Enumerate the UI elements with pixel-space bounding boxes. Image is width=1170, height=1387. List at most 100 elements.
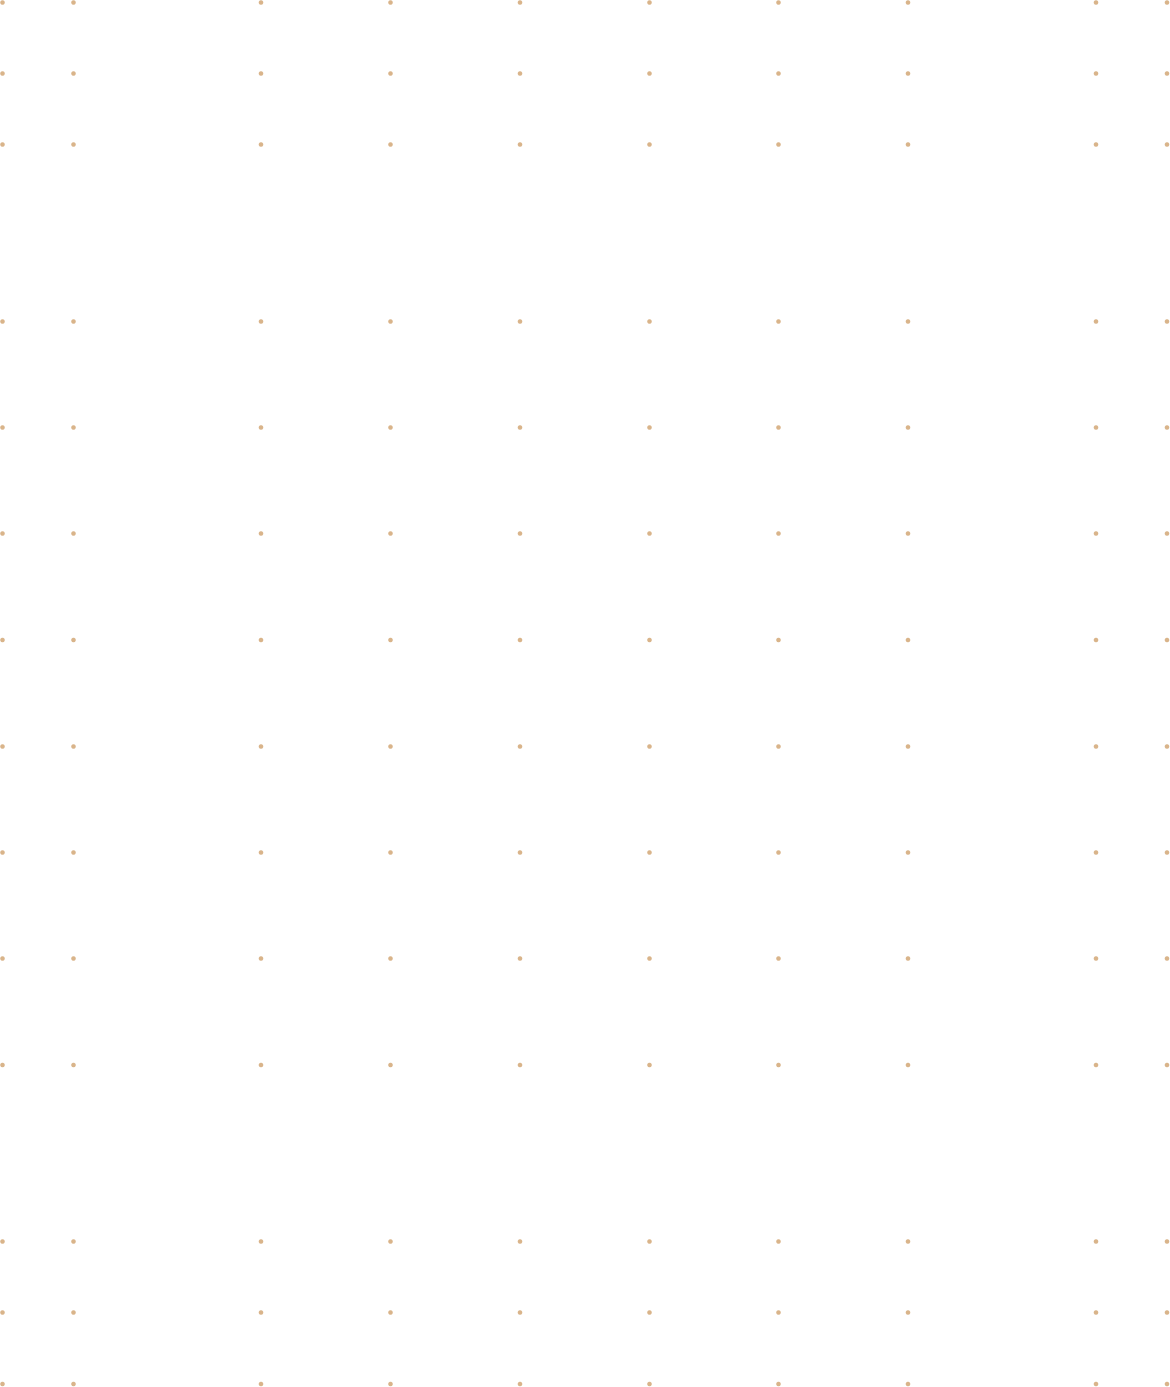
grid-dot: [517, 531, 523, 536]
grid-dot: [71, 319, 76, 324]
grid-dot: [517, 71, 523, 76]
grid-dot: [1164, 1239, 1170, 1244]
grid-dot: [258, 850, 264, 855]
grid-dot: [0, 71, 5, 76]
grid-dot: [0, 0, 5, 5]
grid-dot: [776, 425, 781, 430]
grid-dot: [647, 850, 652, 855]
grid-dot: [776, 1062, 781, 1068]
grid-dot: [258, 956, 264, 961]
grid-dot: [258, 425, 264, 430]
grid-dot: [1093, 425, 1099, 430]
grid-dot: [0, 956, 5, 961]
grid-dot: [776, 850, 781, 855]
grid-dot: [71, 956, 76, 961]
grid-dot: [388, 425, 393, 430]
grid-dot: [776, 1381, 781, 1387]
grid-dot: [388, 956, 393, 961]
grid-dot: [71, 71, 76, 76]
grid-dot: [1093, 744, 1099, 749]
grid-dot: [776, 0, 781, 5]
grid-dot: [776, 956, 781, 961]
grid-dot: [388, 1381, 393, 1387]
grid-dot: [647, 1381, 652, 1387]
grid-dot: [517, 1062, 523, 1068]
grid-dot: [1164, 319, 1170, 324]
grid-dot: [905, 531, 911, 536]
grid-dot: [0, 1062, 5, 1068]
grid-dot: [1093, 850, 1099, 855]
grid-dot: [517, 850, 523, 855]
grid-dot: [258, 637, 264, 643]
grid-dot: [0, 319, 5, 324]
grid-dot: [258, 319, 264, 324]
grid-dot: [776, 744, 781, 749]
grid-dot: [0, 744, 5, 749]
grid-dot: [388, 744, 393, 749]
grid-dot: [258, 1381, 264, 1387]
grid-dot: [388, 637, 393, 643]
grid-dot: [388, 319, 393, 324]
grid-dot: [647, 744, 652, 749]
grid-dot: [517, 637, 523, 643]
grid-dot: [647, 142, 652, 147]
grid-dot: [388, 531, 393, 536]
grid-dot: [1093, 637, 1099, 643]
grid-dot: [776, 637, 781, 643]
grid-dot: [1093, 531, 1099, 536]
grid-dot: [71, 850, 76, 855]
grid-dot: [71, 0, 76, 5]
grid-dot: [0, 142, 5, 147]
grid-dot: [905, 850, 911, 855]
grid-dot: [517, 744, 523, 749]
grid-dot: [1164, 142, 1170, 147]
grid-dot: [258, 1310, 264, 1315]
grid-dot: [647, 956, 652, 961]
grid-dot: [71, 1310, 76, 1315]
grid-dot: [647, 531, 652, 536]
grid-dot: [388, 0, 393, 5]
grid-dot: [647, 319, 652, 324]
grid-dot: [71, 142, 76, 147]
grid-dot: [71, 1239, 76, 1244]
grid-dot: [776, 142, 781, 147]
grid-dot: [258, 1062, 264, 1068]
grid-dot: [517, 0, 523, 5]
grid-dot: [1093, 0, 1099, 5]
grid-dot: [1093, 1062, 1099, 1068]
grid-dot: [647, 637, 652, 643]
grid-dot: [905, 637, 911, 643]
grid-dot: [1093, 1239, 1099, 1244]
grid-dot: [388, 71, 393, 76]
grid-dot: [388, 850, 393, 855]
grid-dot: [647, 71, 652, 76]
grid-dot: [1164, 0, 1170, 5]
grid-dot: [905, 319, 911, 324]
grid-dot: [258, 0, 264, 5]
grid-dot: [0, 1310, 5, 1315]
grid-dot: [905, 425, 911, 430]
grid-dot: [517, 142, 523, 147]
grid-dot: [905, 956, 911, 961]
grid-dot: [647, 1239, 652, 1244]
grid-dot: [647, 425, 652, 430]
grid-dot: [1164, 71, 1170, 76]
grid-dot: [905, 1239, 911, 1244]
grid-dot: [258, 531, 264, 536]
grid-dot: [647, 0, 652, 5]
grid-dot: [1164, 637, 1170, 643]
grid-dot: [258, 1239, 264, 1244]
grid-dot: [388, 1239, 393, 1244]
grid-dot: [71, 1381, 76, 1387]
grid-dot: [1093, 956, 1099, 961]
grid-dot: [1093, 1381, 1099, 1387]
grid-dot: [71, 531, 76, 536]
grid-dot: [1093, 71, 1099, 76]
grid-dot: [1164, 1381, 1170, 1387]
grid-dot: [71, 1062, 76, 1068]
grid-dot: [647, 1062, 652, 1068]
grid-dot: [517, 425, 523, 430]
grid-dot: [1093, 142, 1099, 147]
grid-dot: [71, 637, 76, 643]
